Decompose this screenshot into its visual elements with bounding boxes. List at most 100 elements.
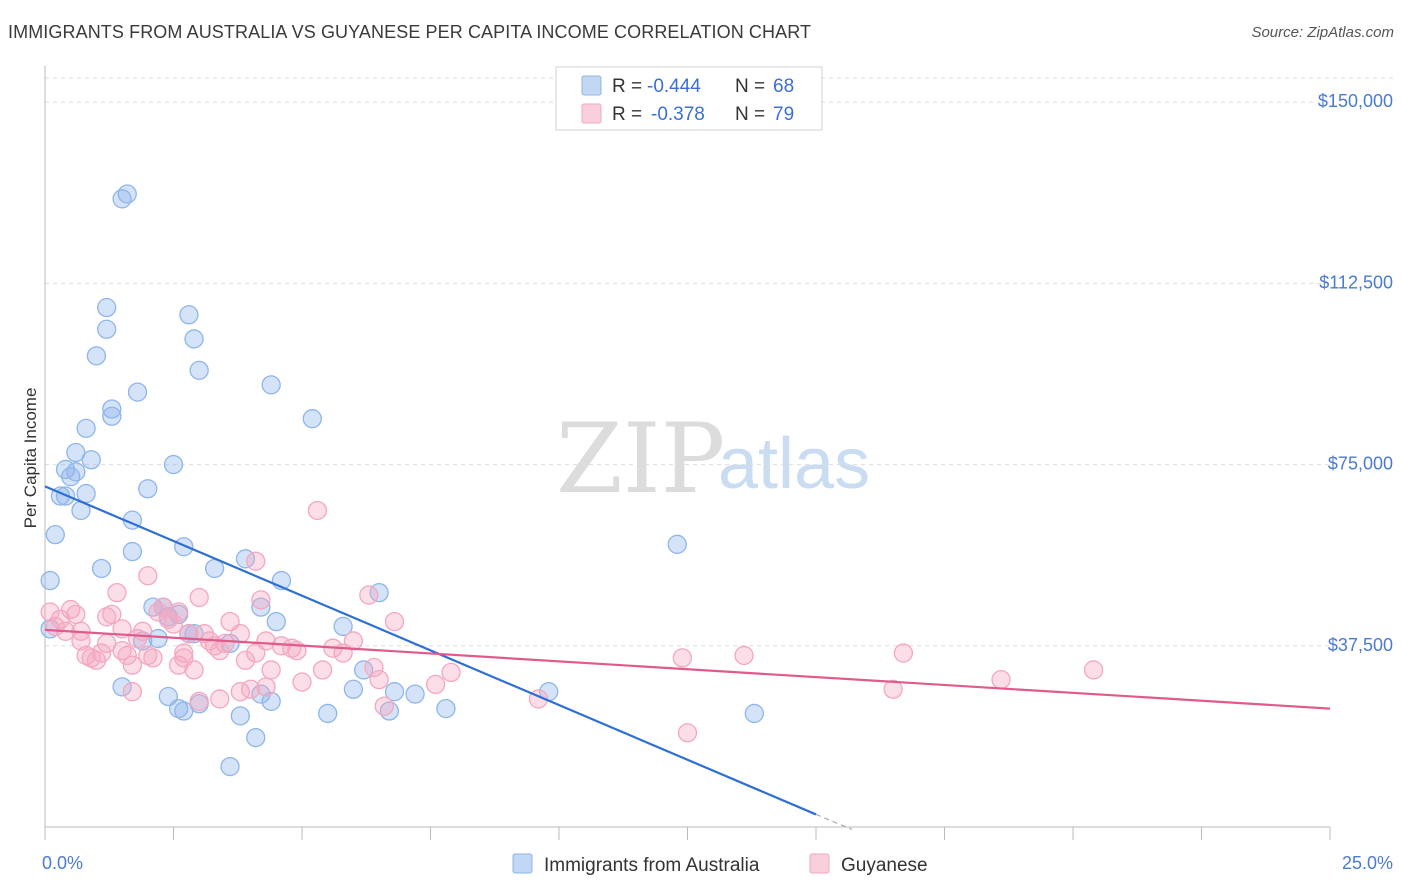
legend-r-label-guyanese: R = [612, 104, 642, 125]
point-australia-53 [302, 409, 322, 429]
point-australia-67 [112, 677, 132, 697]
point-guyanese-9 [81, 648, 101, 668]
legend-r-value-guyanese: -0.378 [651, 104, 705, 125]
point-guyanese-78 [1083, 660, 1104, 680]
point-australia-50 [261, 691, 281, 712]
point-guyanese-66 [369, 669, 389, 690]
point-guyanese-27 [153, 597, 173, 617]
point-australia-39 [189, 360, 209, 381]
legend-swatch-australia [581, 75, 602, 96]
point-australia-55 [333, 616, 353, 637]
x-tick-labels: 0.0% 25.0% [42, 853, 1393, 873]
point-australia-60 [384, 682, 405, 702]
point-guyanese-48 [240, 679, 261, 699]
trend-line-australia [44, 485, 817, 816]
point-guyanese-5 [66, 604, 86, 625]
point-guyanese-64 [359, 585, 379, 605]
point-australia-44 [230, 706, 250, 726]
point-guyanese-72 [672, 648, 693, 668]
point-australia-33 [174, 537, 194, 557]
point-guyanese-33 [174, 643, 194, 663]
point-australia-15 [97, 319, 117, 339]
point-australia-56 [343, 679, 364, 699]
point-australia-30 [163, 454, 184, 475]
trend-lines [44, 485, 1331, 830]
x-tick-label-0: 0.0% [42, 853, 83, 873]
y-tick-label-2: $112,500 [1319, 272, 1393, 292]
point-australia-37 [184, 329, 204, 349]
series-legend-swatch-guyanese [809, 853, 830, 874]
watermark-zip: ZIP [556, 403, 725, 515]
point-guyanese-65 [364, 657, 384, 678]
point-guyanese-51 [251, 590, 271, 610]
source-credit: Source: ZipAtlas.com [1251, 24, 1394, 41]
series-australia [40, 184, 764, 777]
point-guyanese-67 [374, 696, 394, 716]
point-guyanese-0 [40, 602, 60, 622]
point-guyanese-52 [256, 631, 276, 651]
point-guyanese-68 [384, 611, 405, 632]
point-guyanese-19 [122, 655, 143, 675]
point-guyanese-70 [441, 662, 461, 683]
legend-r-value-australia: -0.444 [647, 76, 701, 97]
point-guyanese-30 [168, 602, 189, 622]
point-australia-27 [148, 628, 168, 649]
point-guyanese-29 [163, 614, 184, 634]
x-tick-label-1: 25.0% [1342, 853, 1393, 873]
point-guyanese-69 [425, 674, 446, 695]
point-australia-16 [97, 297, 117, 318]
y-tick-labels: $37,500 $75,000 $112,500 $150,000 [1318, 91, 1393, 655]
point-guyanese-15 [107, 582, 127, 603]
point-guyanese-24 [138, 566, 158, 586]
point-guyanese-49 [246, 551, 266, 571]
point-guyanese-73 [677, 723, 698, 743]
point-guyanese-35 [184, 660, 204, 680]
legend-n-value-australia: 68 [773, 76, 794, 97]
point-guyanese-22 [133, 621, 153, 641]
point-guyanese-47 [235, 650, 256, 670]
point-guyanese-18 [117, 645, 137, 666]
point-australia-54 [318, 703, 338, 724]
chart-title: IMMIGRANTS FROM AUSTRALIA VS GUYANESE PE… [8, 22, 812, 42]
point-australia-32 [168, 698, 189, 719]
point-guyanese-11 [91, 643, 112, 663]
trend-line-guyanese [44, 628, 1331, 710]
correlation-legend: R = -0.444 N = 68 R = -0.378 N = 79 [555, 66, 823, 131]
point-guyanese-54 [261, 660, 281, 680]
series-legend-swatch-australia [512, 853, 533, 874]
watermark-atlas: atlas [718, 424, 870, 504]
point-australia-47 [251, 597, 271, 617]
point-guyanese-36 [189, 691, 209, 712]
trend-extension-australia [815, 813, 853, 830]
watermark: ZIP atlas [556, 403, 870, 515]
point-guyanese-8 [76, 645, 96, 666]
point-australia-12 [81, 450, 101, 470]
point-australia-0 [40, 570, 60, 591]
y-tick-label-1: $75,000 [1328, 454, 1393, 474]
y-tick-label-3: $150,000 [1318, 91, 1393, 111]
y-axis-label: Per Capita Income [21, 388, 40, 529]
point-australia-14 [91, 558, 112, 579]
series-legend-label-australia: Immigrants from Australia [544, 855, 760, 876]
point-australia-25 [138, 479, 158, 499]
point-australia-13 [86, 346, 107, 366]
point-guyanese-77 [991, 669, 1011, 690]
point-guyanese-59 [307, 500, 328, 521]
point-guyanese-75 [883, 679, 903, 699]
point-australia-35 [179, 305, 199, 325]
point-guyanese-76 [893, 643, 914, 663]
point-guyanese-63 [343, 631, 364, 651]
y-tick-label-0: $37,500 [1328, 635, 1393, 655]
point-australia-43 [220, 756, 240, 777]
point-australia-10 [76, 483, 96, 504]
point-australia-11 [76, 418, 96, 438]
legend-n-value-guyanese: 79 [773, 104, 794, 125]
legend-n-label-guyanese: N = [735, 104, 765, 125]
point-australia-46 [246, 727, 266, 748]
point-australia-65 [744, 703, 764, 724]
point-guyanese-23 [138, 645, 158, 666]
point-australia-23 [127, 382, 148, 402]
series-legend-label-guyanese: Guyanese [841, 855, 928, 876]
point-guyanese-53 [256, 677, 276, 697]
